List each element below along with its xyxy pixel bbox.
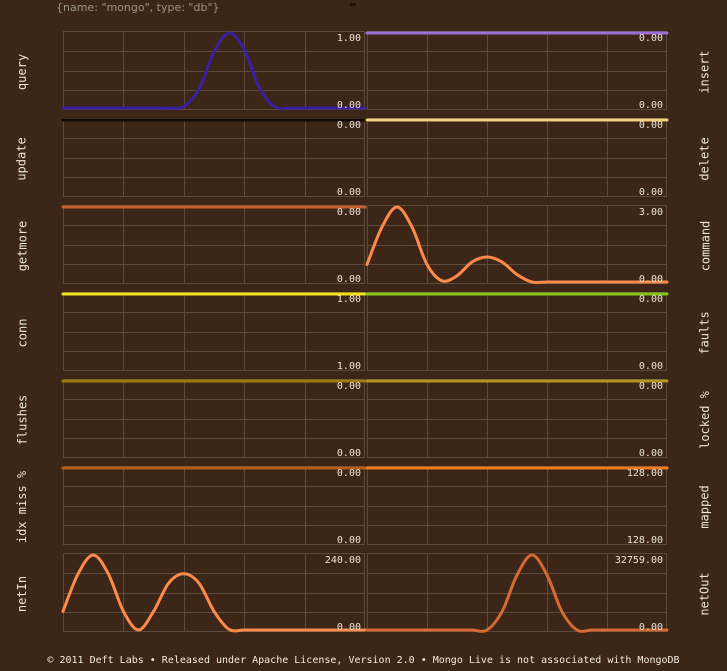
chart-delete: 0.00 0.00	[365, 118, 669, 198]
connection-header: {name: "mongo", type: "db"}	[56, 1, 220, 14]
chart-netin: 240.00 0.00	[61, 553, 367, 633]
chart-grid	[63, 31, 365, 110]
max-value-label: 0.00	[337, 207, 361, 218]
max-value-label: 0.00	[639, 381, 663, 392]
chart-grid	[63, 466, 365, 545]
min-value-label: 0.00	[639, 448, 663, 459]
max-value-label: 0.00	[639, 294, 663, 305]
chart-grid	[63, 379, 365, 458]
min-value-label: 0.00	[639, 100, 663, 111]
chart-insert: 0.00 0.00	[365, 31, 669, 111]
min-value-label: 0.00	[337, 622, 361, 633]
chart-command: 3.00 0.00	[365, 205, 669, 285]
min-value-label: 128.00	[627, 535, 663, 546]
max-value-label: 0.00	[337, 120, 361, 131]
chart-grid	[367, 379, 667, 458]
chart-grid	[367, 118, 667, 197]
chart-flushes: 0.00 0.00	[61, 379, 367, 459]
chart-getmore: 0.00 0.00	[61, 205, 367, 285]
min-value-label: 0.00	[337, 535, 361, 546]
chart-idx-miss: 0.00 0.00	[61, 466, 367, 546]
min-value-label: 0.00	[639, 622, 663, 633]
chart-grid	[63, 205, 365, 284]
max-value-label: 0.00	[337, 381, 361, 392]
chart-grid	[367, 466, 667, 545]
chart-conn: 1.00 1.00	[61, 292, 367, 372]
chart-mapped: 128.00 128.00	[365, 466, 669, 546]
chart-grid	[367, 31, 667, 110]
chart-grid	[63, 553, 365, 632]
min-value-label: 0.00	[337, 187, 361, 198]
max-value-label: 0.00	[639, 120, 663, 131]
chart-grid	[63, 118, 365, 197]
chart-update: 0.00 0.00	[61, 118, 367, 198]
max-value-label: 240.00	[325, 555, 361, 566]
max-value-label: 128.00	[627, 468, 663, 479]
max-value-label: 1.00	[337, 294, 361, 305]
max-value-label: 32759.00	[615, 555, 663, 566]
min-value-label: 0.00	[337, 100, 361, 111]
max-value-label: 0.00	[337, 468, 361, 479]
chart-grid	[63, 292, 365, 371]
min-value-label: 0.00	[337, 274, 361, 285]
chart-grid	[367, 205, 667, 284]
series-line-netin	[61, 553, 367, 633]
max-value-label: 1.00	[337, 33, 361, 44]
chart-faults: 0.00 0.00	[365, 292, 669, 372]
min-value-label: 0.00	[639, 361, 663, 372]
max-value-label: 0.00	[639, 33, 663, 44]
min-value-label: 0.00	[639, 187, 663, 198]
divider-marker	[350, 3, 356, 6]
min-value-label: 1.00	[337, 361, 361, 372]
max-value-label: 3.00	[639, 207, 663, 218]
series-line-netout	[365, 553, 669, 633]
min-value-label: 0.00	[639, 274, 663, 285]
chart-grid	[367, 292, 667, 371]
series-line-query	[61, 31, 367, 110]
chart-netout: 32759.00 0.00	[365, 553, 669, 633]
min-value-label: 0.00	[337, 448, 361, 459]
series-line-command	[365, 205, 669, 285]
chart-locked: 0.00 0.00	[365, 379, 669, 459]
chart-query: 1.00 0.00	[61, 31, 367, 111]
footer-credits: © 2011 Deft Labs • Released under Apache…	[47, 655, 680, 666]
